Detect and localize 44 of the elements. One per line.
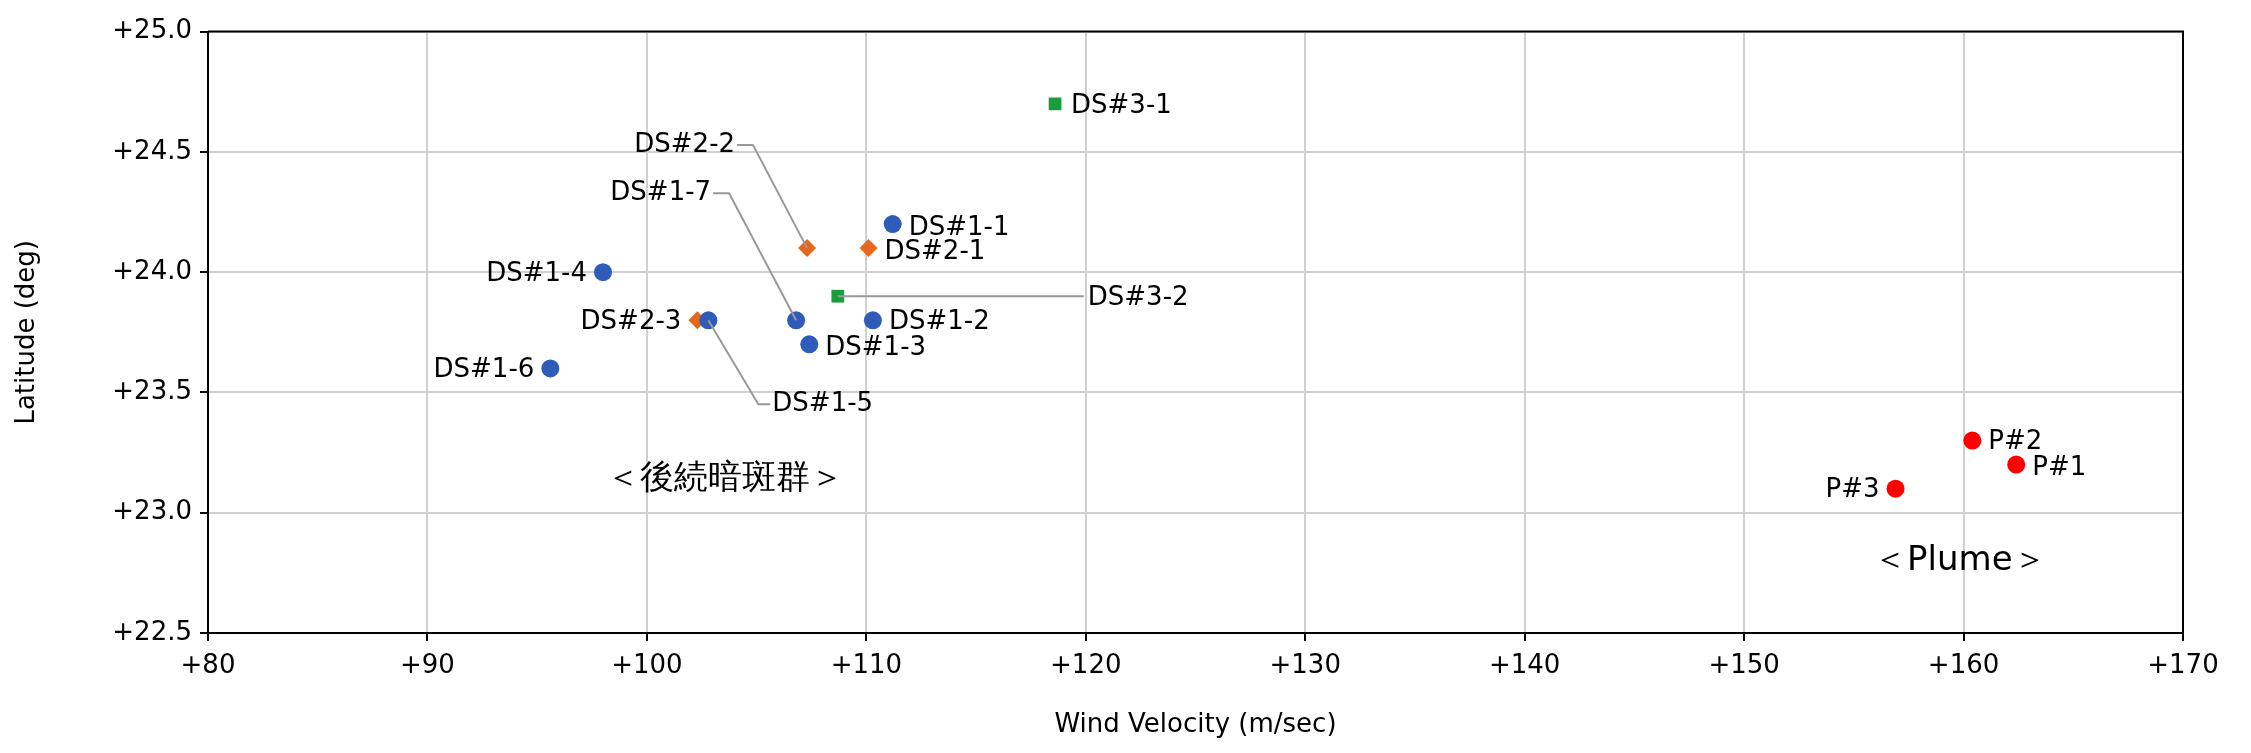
x-tick-label: +140 <box>1488 649 1561 680</box>
x-tick-label: +150 <box>1708 649 1780 680</box>
point <box>1963 431 1982 450</box>
y-tick-label: +22.5 <box>112 615 192 646</box>
annotation: DS#2-2 <box>634 127 736 158</box>
point <box>787 311 806 330</box>
point <box>883 215 902 234</box>
y-tick-label: +25.0 <box>112 14 192 45</box>
x-tick-label: +130 <box>1269 649 1341 680</box>
point <box>798 239 817 258</box>
annotation: DS#1-4 <box>486 256 587 287</box>
point <box>699 311 718 330</box>
annotation: DS#1-6 <box>433 353 535 384</box>
point <box>1886 479 1905 498</box>
annotation: ＜Plume＞ <box>1873 537 2047 578</box>
point <box>863 311 882 330</box>
y-axis-title: Latitude (deg) <box>10 240 41 425</box>
point <box>2007 455 2026 474</box>
x-tick-label: +110 <box>830 649 903 680</box>
point <box>800 335 819 354</box>
x-axis-title: Wind Velocity (m/sec) <box>1054 708 1337 739</box>
point <box>541 359 560 378</box>
x-tick-label: +120 <box>1050 649 1122 680</box>
point <box>594 263 612 282</box>
point <box>831 289 845 303</box>
annotation: P#3 <box>1825 473 1880 504</box>
x-tick-label: +170 <box>2147 649 2219 680</box>
x-tick-label: +80 <box>180 649 236 680</box>
x-tick-label: +100 <box>611 649 683 680</box>
y-tick-label: +24.5 <box>112 134 192 165</box>
point <box>1048 97 1062 111</box>
point <box>859 239 878 258</box>
annotation: DS#3-1 <box>1071 88 1172 119</box>
y-tick-label: +23.5 <box>112 375 192 406</box>
annotation: DS#1-5 <box>772 387 874 418</box>
y-tick-label: +24.0 <box>112 254 192 285</box>
annotation: DS#1-7 <box>610 176 712 207</box>
annotation: DS#3-2 <box>1087 280 1189 311</box>
x-tick-label: +160 <box>1927 649 2000 680</box>
annotation: DS#2-1 <box>884 234 986 265</box>
x-tick-label: +90 <box>400 649 455 680</box>
annotation: ＜後続暗斑群＞ <box>606 455 845 496</box>
annotation: DS#2-3 <box>580 305 682 336</box>
y-tick-label: +23.0 <box>112 495 192 526</box>
